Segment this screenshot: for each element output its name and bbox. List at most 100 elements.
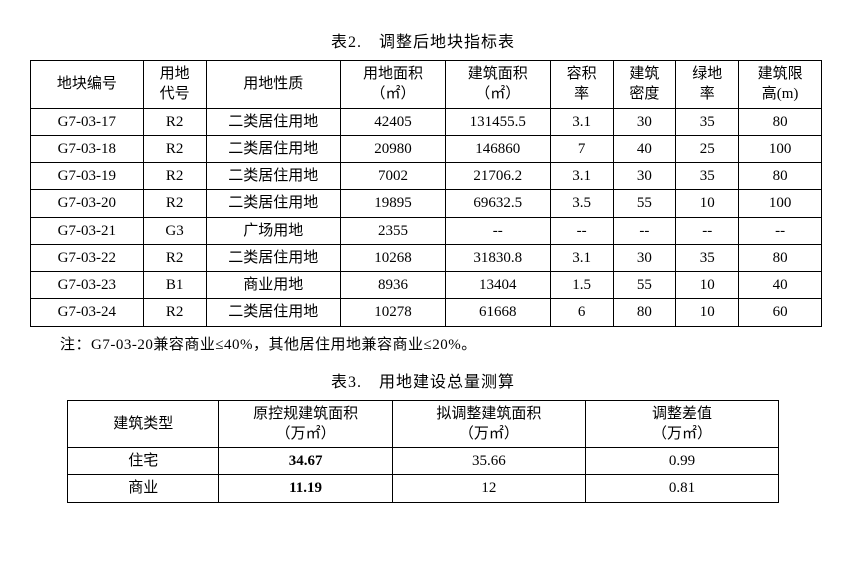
table2-cell: 19895 <box>341 190 446 217</box>
table2-cell: 商业用地 <box>206 272 341 299</box>
table2-cell: 31830.8 <box>445 244 550 271</box>
table2-cell: 100 <box>739 190 822 217</box>
table2-col-7: 绿地率 <box>676 61 739 109</box>
table2-col-2: 用地性质 <box>206 61 341 109</box>
table2-cell: 40 <box>613 135 676 162</box>
table-row: 住宅34.6735.660.99 <box>68 448 779 475</box>
table2-cell: 10 <box>676 272 739 299</box>
table2-cell: 40 <box>739 272 822 299</box>
table2-col-8: 建筑限高(m) <box>739 61 822 109</box>
table2-col-4: 建筑面积（㎡） <box>445 61 550 109</box>
table3: 建筑类型原控规建筑面积（万㎡）拟调整建筑面积（万㎡）调整差值（万㎡） 住宅34.… <box>67 400 779 503</box>
table2-cell: 7 <box>550 135 613 162</box>
table-row: G7-03-19R2二类居住用地700221706.23.1303580 <box>31 163 822 190</box>
table2-cell: 二类居住用地 <box>206 299 341 326</box>
table2-col-1: 用地代号 <box>143 61 206 109</box>
table3-title: 表3. 用地建设总量测算 <box>30 368 816 392</box>
table2-cell: R2 <box>143 135 206 162</box>
table2-cell: 146860 <box>445 135 550 162</box>
table3-cell: 住宅 <box>68 448 219 475</box>
table-row: 商业11.19120.81 <box>68 475 779 502</box>
table2-cell: 42405 <box>341 108 446 135</box>
table2-cell: -- <box>676 217 739 244</box>
table2-cell: 80 <box>739 108 822 135</box>
table2-cell: 100 <box>739 135 822 162</box>
table3-col-3: 调整差值（万㎡） <box>585 400 778 448</box>
table2-cell: 3.1 <box>550 163 613 190</box>
table2-cell: R2 <box>143 190 206 217</box>
table2-col-5: 容积率 <box>550 61 613 109</box>
table-row: G7-03-21G3广场用地2355---------- <box>31 217 822 244</box>
table-row: G7-03-22R2二类居住用地1026831830.83.1303580 <box>31 244 822 271</box>
table2-cell: 61668 <box>445 299 550 326</box>
table2-head: 地块编号用地代号用地性质用地面积（㎡）建筑面积（㎡）容积率建筑密度绿地率建筑限高… <box>31 61 822 109</box>
table2-cell: 80 <box>613 299 676 326</box>
table3-cell: 11.19 <box>219 475 392 502</box>
table2-cell: 25 <box>676 135 739 162</box>
table2-cell: R2 <box>143 163 206 190</box>
table2-cell: -- <box>613 217 676 244</box>
table2-cell: R2 <box>143 108 206 135</box>
table2-cell: 二类居住用地 <box>206 163 341 190</box>
table3-cell: 0.99 <box>585 448 778 475</box>
table-row: G7-03-18R2二类居住用地2098014686074025100 <box>31 135 822 162</box>
table2-cell: 7002 <box>341 163 446 190</box>
table2-cell: 13404 <box>445 272 550 299</box>
table2-cell: 3.5 <box>550 190 613 217</box>
table2-cell: 35 <box>676 163 739 190</box>
table2-cell: B1 <box>143 272 206 299</box>
table2: 地块编号用地代号用地性质用地面积（㎡）建筑面积（㎡）容积率建筑密度绿地率建筑限高… <box>30 60 822 327</box>
table-row: G7-03-24R2二类居住用地10278616686801060 <box>31 299 822 326</box>
table2-cell: 二类居住用地 <box>206 190 341 217</box>
table2-cell: G7-03-20 <box>31 190 144 217</box>
table2-cell: 1.5 <box>550 272 613 299</box>
table2-cell: 131455.5 <box>445 108 550 135</box>
table2-cell: 广场用地 <box>206 217 341 244</box>
table3-head: 建筑类型原控规建筑面积（万㎡）拟调整建筑面积（万㎡）调整差值（万㎡） <box>68 400 779 448</box>
table2-cell: -- <box>550 217 613 244</box>
table-row: G7-03-20R2二类居住用地1989569632.53.55510100 <box>31 190 822 217</box>
table2-cell: 55 <box>613 190 676 217</box>
table2-cell: 二类居住用地 <box>206 135 341 162</box>
table2-cell: 10268 <box>341 244 446 271</box>
table2-note: 注：G7-03-20兼容商业≤40%，其他居住用地兼容商业≤20%。 <box>60 333 816 354</box>
table2-cell: 30 <box>613 108 676 135</box>
table2-cell: R2 <box>143 299 206 326</box>
table2-cell: 10 <box>676 190 739 217</box>
table2-cell: G7-03-24 <box>31 299 144 326</box>
table2-cell: G7-03-18 <box>31 135 144 162</box>
table2-title: 表2. 调整后地块指标表 <box>30 28 816 52</box>
table2-col-3: 用地面积（㎡） <box>341 61 446 109</box>
table2-cell: 10 <box>676 299 739 326</box>
table2-cell: 35 <box>676 108 739 135</box>
table2-cell: 21706.2 <box>445 163 550 190</box>
table2-cell: 3.1 <box>550 108 613 135</box>
table2-cell: 10278 <box>341 299 446 326</box>
table2-cell: 30 <box>613 244 676 271</box>
table3-cell: 商业 <box>68 475 219 502</box>
table2-cell: 69632.5 <box>445 190 550 217</box>
table2-cell: -- <box>445 217 550 244</box>
table2-cell: 二类居住用地 <box>206 108 341 135</box>
table2-cell: 60 <box>739 299 822 326</box>
table3-cell: 34.67 <box>219 448 392 475</box>
table2-cell: 80 <box>739 163 822 190</box>
table2-cell: R2 <box>143 244 206 271</box>
table3-col-2: 拟调整建筑面积（万㎡） <box>392 400 585 448</box>
table2-cell: 30 <box>613 163 676 190</box>
table2-body: G7-03-17R2二类居住用地42405131455.53.1303580G7… <box>31 108 822 326</box>
table2-cell: 80 <box>739 244 822 271</box>
table2-cell: G7-03-19 <box>31 163 144 190</box>
table2-cell: G3 <box>143 217 206 244</box>
table2-col-0: 地块编号 <box>31 61 144 109</box>
table2-cell: 3.1 <box>550 244 613 271</box>
table3-col-1: 原控规建筑面积（万㎡） <box>219 400 392 448</box>
table2-cell: 二类居住用地 <box>206 244 341 271</box>
table3-body: 住宅34.6735.660.99商业11.19120.81 <box>68 448 779 503</box>
table2-cell: 35 <box>676 244 739 271</box>
table2-cell: G7-03-22 <box>31 244 144 271</box>
table2-cell: 2355 <box>341 217 446 244</box>
table2-cell: G7-03-23 <box>31 272 144 299</box>
table-row: G7-03-23B1商业用地8936134041.5551040 <box>31 272 822 299</box>
table-row: G7-03-17R2二类居住用地42405131455.53.1303580 <box>31 108 822 135</box>
